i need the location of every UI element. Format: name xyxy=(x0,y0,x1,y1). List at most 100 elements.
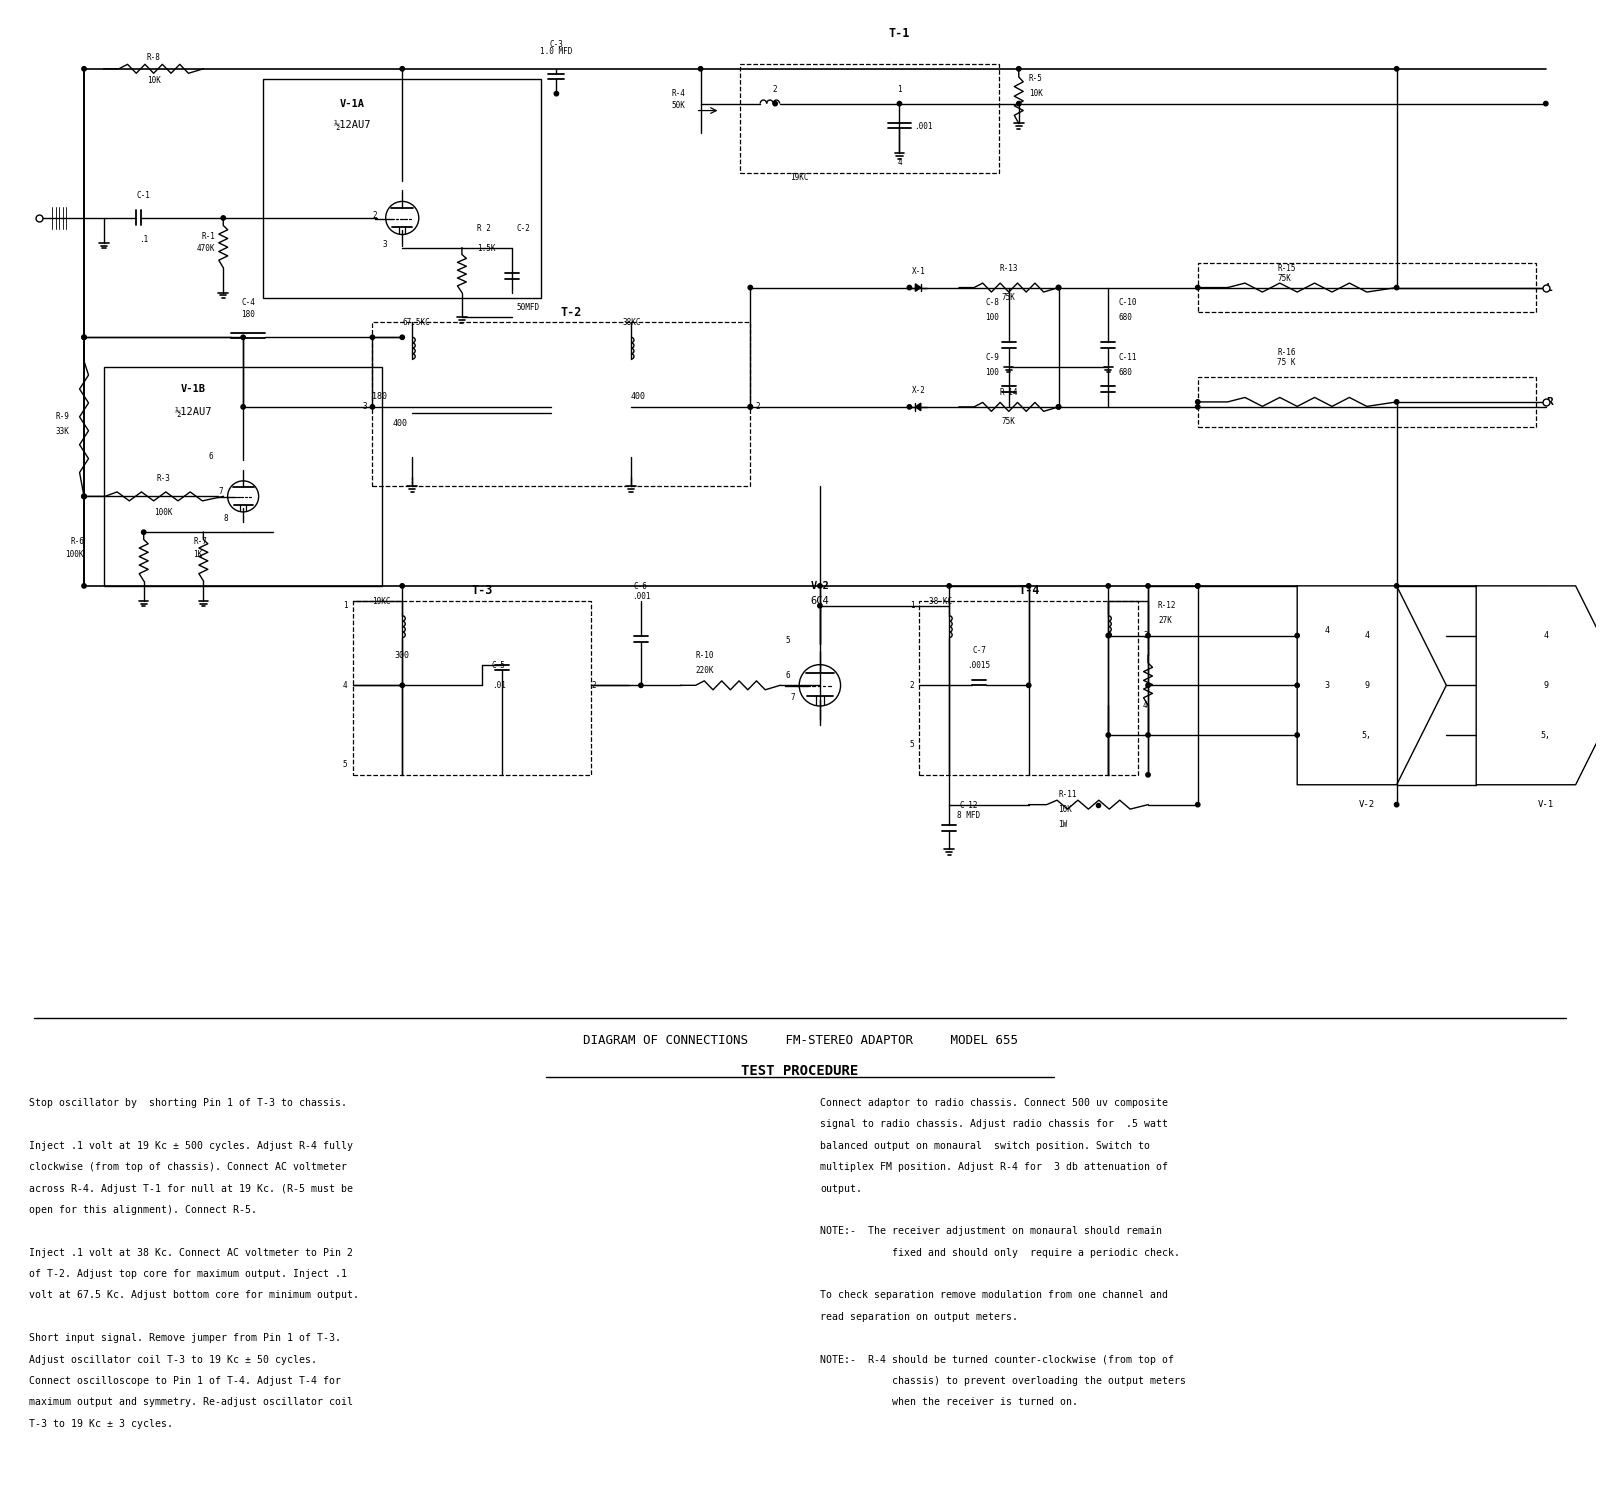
Text: 1W: 1W xyxy=(1059,820,1067,829)
Text: 100K: 100K xyxy=(154,508,173,517)
Text: clockwise (from top of chassis). Connect AC voltmeter: clockwise (from top of chassis). Connect… xyxy=(29,1163,347,1172)
Circle shape xyxy=(1146,734,1150,737)
Text: Connect oscilloscope to Pin 1 of T-4. Adjust T-4 for: Connect oscilloscope to Pin 1 of T-4. Ad… xyxy=(29,1377,341,1386)
Text: 9: 9 xyxy=(1365,680,1370,691)
Circle shape xyxy=(749,405,752,408)
Circle shape xyxy=(370,336,374,340)
Text: 33K: 33K xyxy=(56,428,69,437)
Text: 3: 3 xyxy=(382,241,387,249)
Text: C-3: C-3 xyxy=(549,40,563,49)
Circle shape xyxy=(554,92,558,97)
Circle shape xyxy=(1056,405,1061,408)
Text: 3: 3 xyxy=(1325,680,1330,691)
Circle shape xyxy=(1146,683,1150,688)
Text: .01: .01 xyxy=(491,682,506,691)
Circle shape xyxy=(1195,802,1200,806)
Circle shape xyxy=(698,67,702,71)
Text: 75K: 75K xyxy=(1002,293,1016,301)
Text: 2: 2 xyxy=(773,85,778,94)
Text: NOTE:-  R-4 should be turned counter-clockwise (from top of: NOTE:- R-4 should be turned counter-cloc… xyxy=(819,1354,1174,1365)
Text: V-1A: V-1A xyxy=(341,98,365,108)
Text: 8 MFD: 8 MFD xyxy=(957,811,981,820)
Text: 400: 400 xyxy=(630,392,646,401)
Circle shape xyxy=(1294,734,1299,737)
Text: of T-2. Adjust top core for maximum output. Inject .1: of T-2. Adjust top core for maximum outp… xyxy=(29,1270,347,1279)
Circle shape xyxy=(1056,405,1061,408)
Text: 2: 2 xyxy=(910,680,914,691)
Circle shape xyxy=(1106,584,1110,588)
Circle shape xyxy=(1294,634,1299,637)
Text: 38KC: 38KC xyxy=(622,318,642,327)
Text: R-15: R-15 xyxy=(1277,264,1296,273)
Text: volt at 67.5 Kc. Adjust bottom core for minimum output.: volt at 67.5 Kc. Adjust bottom core for … xyxy=(29,1290,360,1301)
Circle shape xyxy=(400,67,405,71)
Text: R-8: R-8 xyxy=(147,53,160,62)
Text: DIAGRAM OF CONNECTIONS     FM-STEREO ADAPTOR     MODEL 655: DIAGRAM OF CONNECTIONS FM-STEREO ADAPTOR… xyxy=(582,1034,1018,1047)
Text: L: L xyxy=(1546,282,1552,293)
Text: 38 KC: 38 KC xyxy=(930,597,952,606)
Circle shape xyxy=(82,67,86,71)
Text: 5: 5 xyxy=(910,741,914,750)
Text: 6: 6 xyxy=(208,451,213,462)
Text: 220K: 220K xyxy=(696,665,714,674)
Circle shape xyxy=(1395,285,1398,290)
Circle shape xyxy=(82,584,86,588)
Text: C-11: C-11 xyxy=(1118,352,1136,362)
Text: Short input signal. Remove jumper from Pin 1 of T-3.: Short input signal. Remove jumper from P… xyxy=(29,1334,341,1342)
Circle shape xyxy=(1056,285,1061,290)
Text: open for this alignment). Connect R-5.: open for this alignment). Connect R-5. xyxy=(29,1204,258,1215)
Circle shape xyxy=(82,495,86,499)
Text: .1: .1 xyxy=(139,235,149,244)
Text: 27K: 27K xyxy=(1158,616,1171,625)
Text: 67.5KC: 67.5KC xyxy=(402,318,430,327)
Text: 1: 1 xyxy=(910,601,914,610)
Text: 75K: 75K xyxy=(1002,417,1016,426)
Bar xyxy=(1198,377,1536,426)
Circle shape xyxy=(1027,584,1030,588)
Circle shape xyxy=(1016,67,1021,71)
Text: R-7: R-7 xyxy=(194,536,208,545)
Circle shape xyxy=(400,584,405,588)
Text: R 2: R 2 xyxy=(477,224,491,233)
Circle shape xyxy=(1146,634,1150,637)
Circle shape xyxy=(1544,101,1547,105)
Text: 680: 680 xyxy=(1118,313,1133,322)
Text: Inject .1 volt at 19 Kc ± 500 cycles. Adjust R-4 fully: Inject .1 volt at 19 Kc ± 500 cycles. Ad… xyxy=(29,1140,354,1151)
Polygon shape xyxy=(1298,587,1446,784)
Text: 470K: 470K xyxy=(197,245,216,254)
Text: 4: 4 xyxy=(898,159,902,168)
Circle shape xyxy=(1395,802,1398,806)
Text: 10K: 10K xyxy=(1029,89,1043,98)
Text: X-1: X-1 xyxy=(912,267,926,276)
Circle shape xyxy=(1106,634,1110,637)
Circle shape xyxy=(749,285,752,290)
Text: chassis) to prevent overloading the output meters: chassis) to prevent overloading the outp… xyxy=(819,1377,1186,1386)
Text: 2: 2 xyxy=(755,402,760,411)
Text: balanced output on monaural  switch position. Switch to: balanced output on monaural switch posit… xyxy=(819,1140,1150,1151)
Text: 100: 100 xyxy=(986,368,998,377)
Text: .0015: .0015 xyxy=(968,661,990,670)
Text: .001: .001 xyxy=(914,122,933,131)
Circle shape xyxy=(1016,101,1021,105)
Circle shape xyxy=(1195,584,1200,588)
Text: X-2: X-2 xyxy=(912,386,926,395)
Text: 19KC: 19KC xyxy=(790,174,808,183)
Circle shape xyxy=(82,495,86,499)
Text: T-4: T-4 xyxy=(1018,585,1040,597)
Text: C-8: C-8 xyxy=(986,298,998,307)
Circle shape xyxy=(1195,399,1200,404)
Circle shape xyxy=(1395,67,1398,71)
Text: 2: 2 xyxy=(590,680,595,691)
Text: 1.0 MFD: 1.0 MFD xyxy=(541,48,573,56)
Text: 180: 180 xyxy=(373,392,387,401)
Circle shape xyxy=(1027,683,1030,688)
Polygon shape xyxy=(915,402,922,411)
Text: C-5: C-5 xyxy=(491,661,506,670)
Text: V-1: V-1 xyxy=(1538,800,1554,809)
Text: 1.5K: 1.5K xyxy=(477,244,496,252)
Text: C-4: C-4 xyxy=(242,298,254,307)
Text: 680: 680 xyxy=(1118,368,1133,377)
Text: 5,: 5, xyxy=(1362,731,1371,740)
Text: NOTE:-  The receiver adjustment on monaural should remain: NOTE:- The receiver adjustment on monaur… xyxy=(819,1227,1162,1237)
Text: 2: 2 xyxy=(373,211,378,220)
